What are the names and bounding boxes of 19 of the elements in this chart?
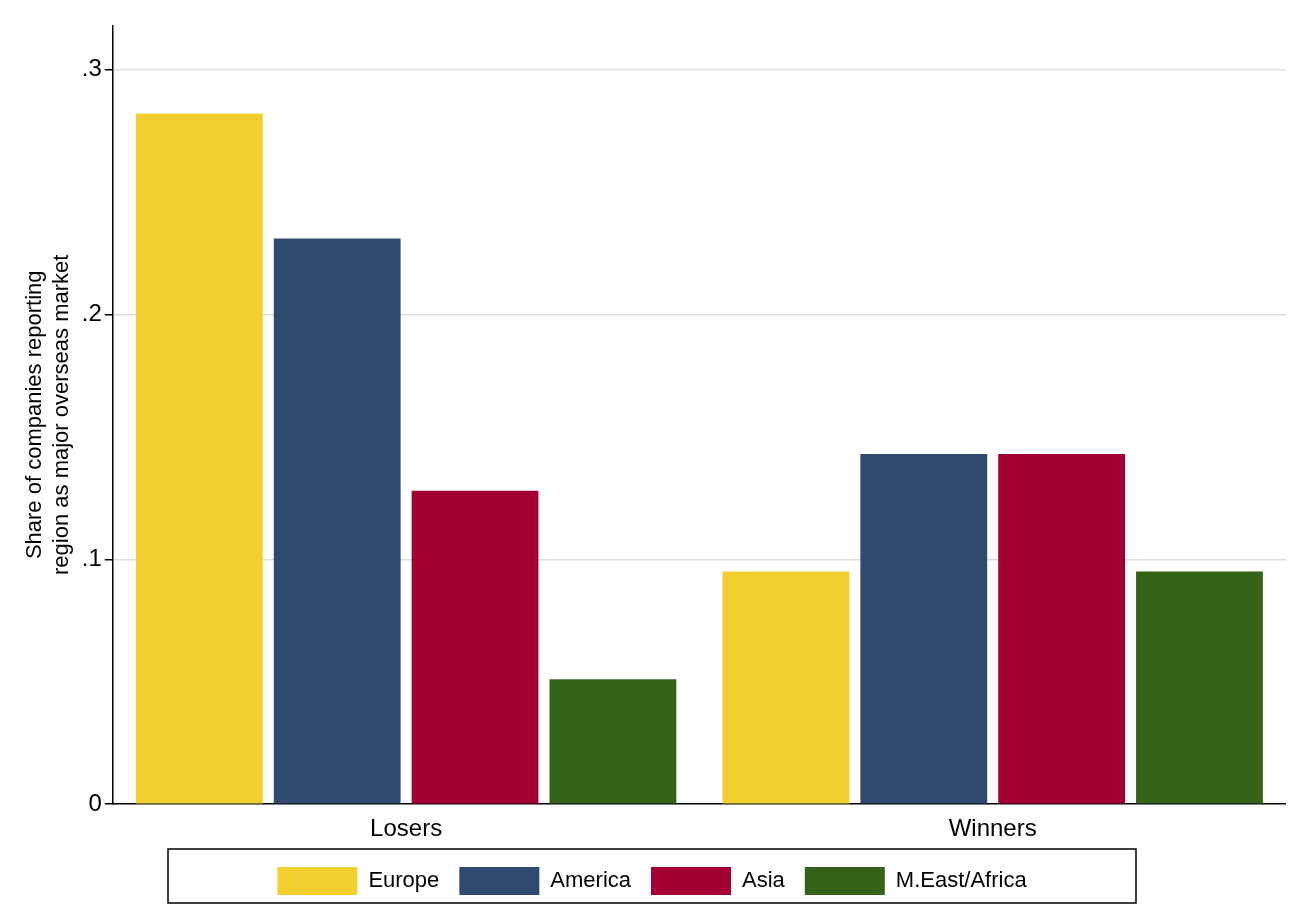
- y-tick-label: .1: [81, 543, 102, 571]
- y-tick-label: .2: [81, 299, 102, 327]
- bar: [722, 571, 850, 804]
- bar: [135, 113, 263, 804]
- bar: [1136, 571, 1263, 804]
- legend-label: Europe: [368, 867, 440, 893]
- y-axis-title: Share of companies reporting region as major overseas market: [21, 254, 73, 575]
- legend-label: Asia: [742, 867, 786, 893]
- x-tick-label: Losers: [370, 814, 443, 842]
- y-tick-label: 0: [88, 788, 102, 816]
- x-tick-label: Winners: [948, 814, 1037, 842]
- legend-label: America: [550, 867, 632, 893]
- y-tick-label: .3: [81, 54, 102, 82]
- legend-label: M.East/Africa: [895, 867, 1028, 893]
- bar: [860, 453, 988, 804]
- bar: [549, 679, 677, 804]
- bar: [273, 238, 401, 804]
- bar: [411, 490, 539, 804]
- bar: [998, 453, 1126, 804]
